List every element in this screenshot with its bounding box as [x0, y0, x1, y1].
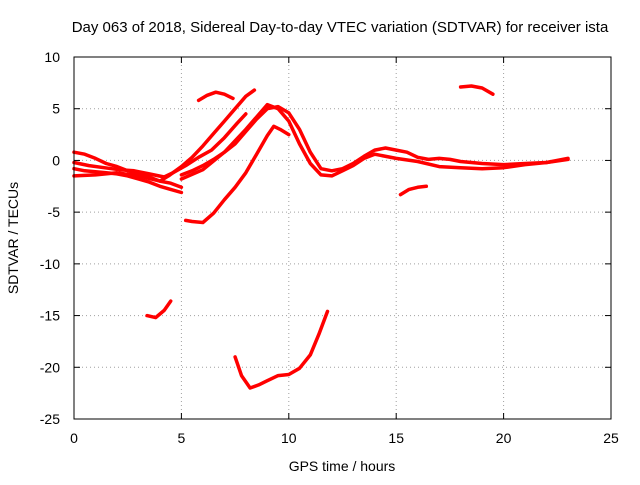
y-axis-label: SDTVAR / TECUs [5, 182, 21, 294]
y-tick-label: 0 [52, 152, 60, 168]
series-line-trace-k [458, 84, 495, 96]
y-tick-label: -20 [40, 359, 60, 375]
x-tick-label: 0 [70, 430, 78, 446]
x-tick-label: 10 [281, 430, 297, 446]
series-line-trace-h [196, 90, 235, 103]
series-line-trace-f [179, 102, 570, 181]
series-line-trace-j [233, 309, 330, 390]
x-tick-label: 5 [178, 430, 186, 446]
chart-title: Day 063 of 2018, Sidereal Day-to-day VTE… [72, 19, 609, 36]
x-tick-label: 25 [603, 430, 619, 446]
y-tick-label: -5 [48, 204, 61, 220]
series-line-trace-g [183, 124, 291, 225]
x-axis-label: GPS time / hours [289, 458, 396, 474]
grid [74, 57, 611, 419]
series-group [72, 84, 570, 390]
y-tick-label: 5 [52, 101, 60, 117]
plot-frame [73, 56, 612, 420]
series-line-trace-d [72, 88, 257, 183]
y-tick-label: 10 [44, 49, 60, 65]
series-line-trace-c [72, 112, 248, 179]
y-tick-label: -10 [40, 256, 60, 272]
x-tick-label: 15 [388, 430, 404, 446]
series-line-trace-i [145, 299, 173, 320]
x-tick-label: 20 [496, 430, 512, 446]
series-line-trace-e [179, 104, 570, 177]
y-tick-label: -15 [40, 308, 60, 324]
series-line-trace-l [398, 184, 429, 197]
y-tick-label: -25 [40, 411, 60, 427]
ticks: 0 5 10 15 20 25 -25 -20 -15 -10 -5 0 5 10 [40, 49, 619, 446]
